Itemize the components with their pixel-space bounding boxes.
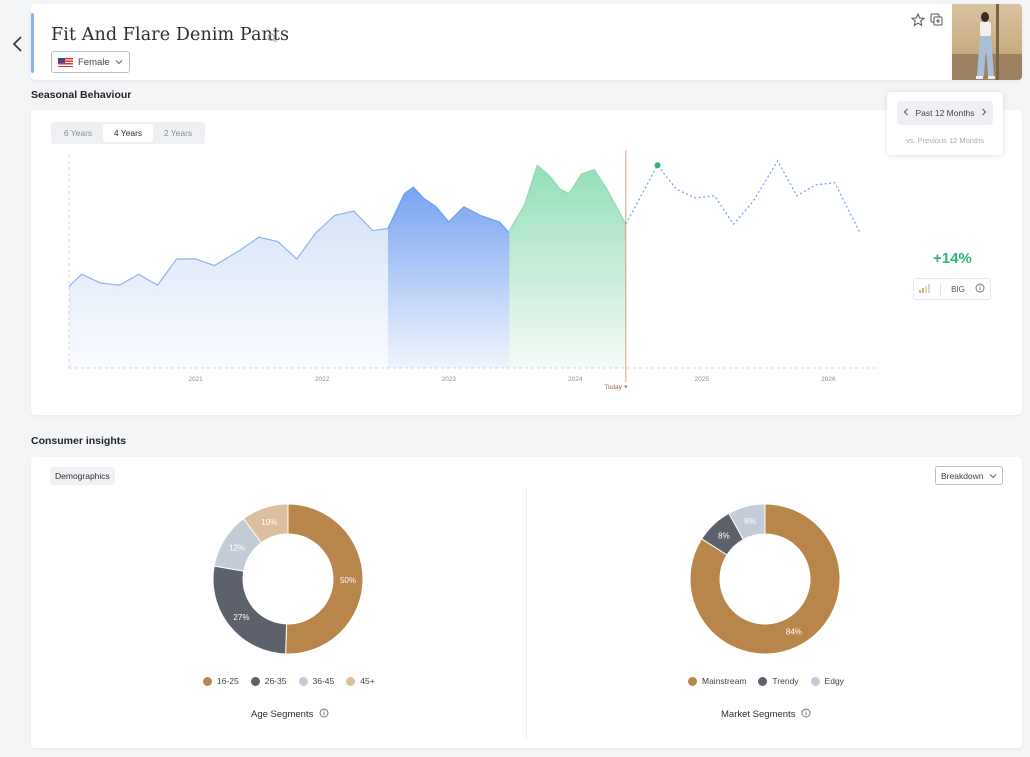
market-caption-label: Market Segments [721,709,796,720]
tab-4-years[interactable]: 4 Years [103,124,153,142]
chevron-left-icon[interactable] [903,108,909,118]
seasonal-section-title: Seasonal Behaviour [31,89,132,101]
page-title: Fit And Flare Denim Pants [51,25,290,45]
donut-slice [212,565,288,655]
year-range-tabs: 6 Years 4 Years 2 Years [51,122,205,144]
legend-swatch [810,676,820,686]
donut-slice [728,503,766,541]
legend-swatch [758,676,768,686]
legend-swatch [346,676,356,686]
slice-label: 27% [233,613,249,622]
x-tick-label: 2025 [695,376,710,383]
x-tick-label: 2026 [821,376,836,383]
info-icon[interactable] [975,283,985,295]
age-caption-label: Age Segments [251,709,314,720]
market-caption: Market Segments [721,708,811,721]
legend-label: 36-45 [312,676,335,686]
forecast-peak-point [654,162,661,169]
header-accent-bar [31,13,34,73]
tab-6-years[interactable]: 6 Years [63,128,93,138]
x-tick-label: 2021 [188,376,203,383]
legend-item: 36-45 [298,676,335,686]
legend-swatch [250,676,260,686]
age-legend: 16-25 26-35 36-45 45+ [203,676,375,686]
info-icon[interactable] [319,708,329,721]
segments-divider [526,487,527,739]
legend-swatch [203,676,212,686]
slice-label: 10% [261,518,277,527]
legend-item: Trendy [758,676,799,686]
signal-bars-icon [919,283,931,295]
period-selector[interactable]: Past 12 Months [897,101,993,125]
age-caption: Age Segments [251,708,329,721]
period-selector-card: Past 12 Months vs. Previous 12 Months [887,92,1003,155]
copy-icon[interactable] [930,13,943,32]
forecast-series-line [625,159,861,234]
age-segments-donut: 50% 27% 12% 10% [212,503,364,655]
star-icon[interactable] [910,12,926,32]
x-tick-label: 2024 [568,376,583,383]
previous-period-series-line [387,186,510,234]
legend-label: Edgy [824,676,844,686]
slice-label: 84% [786,628,802,637]
product-header: Fit And Flare Denim Pants Female [31,4,1022,80]
donut-slice [242,503,289,544]
legend-label: 45+ [360,676,375,686]
legend-label: 16-25 [217,676,239,686]
slice-label: 12% [229,543,245,552]
compare-label: vs. Previous 12 Months [906,136,984,145]
x-tick-label: 2023 [441,376,456,383]
legend-label: Trendy [772,676,799,686]
legend-swatch [298,676,308,686]
growth-percentage: +14% [933,250,972,267]
history-series-area [69,211,388,368]
legend-item: Mainstream [688,676,746,686]
search-icon[interactable] [267,30,277,48]
slice-label: 8% [744,517,756,526]
history-series-line [68,210,389,287]
legend-label: Mainstream [702,676,747,686]
tab-demographics[interactable]: Demographics [50,467,115,485]
chevron-right-icon[interactable] [981,108,987,118]
legend-item: 45+ [346,676,375,686]
legend-item: 26-35 [250,676,287,686]
previous-period-series-area [387,187,510,368]
us-flag-icon [58,57,73,67]
chevron-down-icon [115,60,123,65]
chevron-left-icon [12,36,22,52]
legend-item: Edgy [810,676,844,686]
product-image[interactable] [952,4,1022,80]
today-dot [624,385,628,388]
slice-label: 50% [340,576,356,585]
seasonal-chart-card: 6 Years 4 Years 2 Years Today 2021 2022 202… [31,110,1022,415]
past-12-months-series-line [508,164,627,231]
donut-slice [285,503,364,655]
breakdown-label: Breakdown [941,470,984,481]
past-12-months-series-area [509,165,626,368]
slice-label: 8% [718,531,730,540]
market-legend: Mainstream Trendy Edgy [688,676,844,686]
strength-label: BIG [951,284,965,294]
legend-label: 26-35 [264,676,287,686]
legend-swatch [688,676,697,686]
x-tick-label: 2022 [315,376,330,383]
info-icon[interactable] [801,708,811,721]
gender-dropdown[interactable]: Female [51,51,130,73]
gender-value: Female [78,56,110,68]
legend-item: 16-25 [203,676,239,686]
trend-strength-badge: BIG [913,278,991,300]
period-label: Past 12 Months [915,108,975,118]
consumer-section-title: Consumer insights [31,435,127,447]
market-segments-donut: 84% 8% 8% [689,503,841,655]
back-button[interactable] [8,30,28,58]
chevron-down-icon [989,473,997,478]
seasonal-trend-chart: Today 2021 2022 2023 2024 2025 2026 [68,150,879,391]
donut-slice [689,503,841,655]
tab-2-years[interactable]: 2 Years [163,128,193,138]
today-label: Today [605,384,623,391]
breakdown-dropdown[interactable]: Breakdown [935,466,1003,485]
consumer-insights-card: Demographics Breakdown 50% 27% 12% 10% 16-2… [31,457,1022,748]
